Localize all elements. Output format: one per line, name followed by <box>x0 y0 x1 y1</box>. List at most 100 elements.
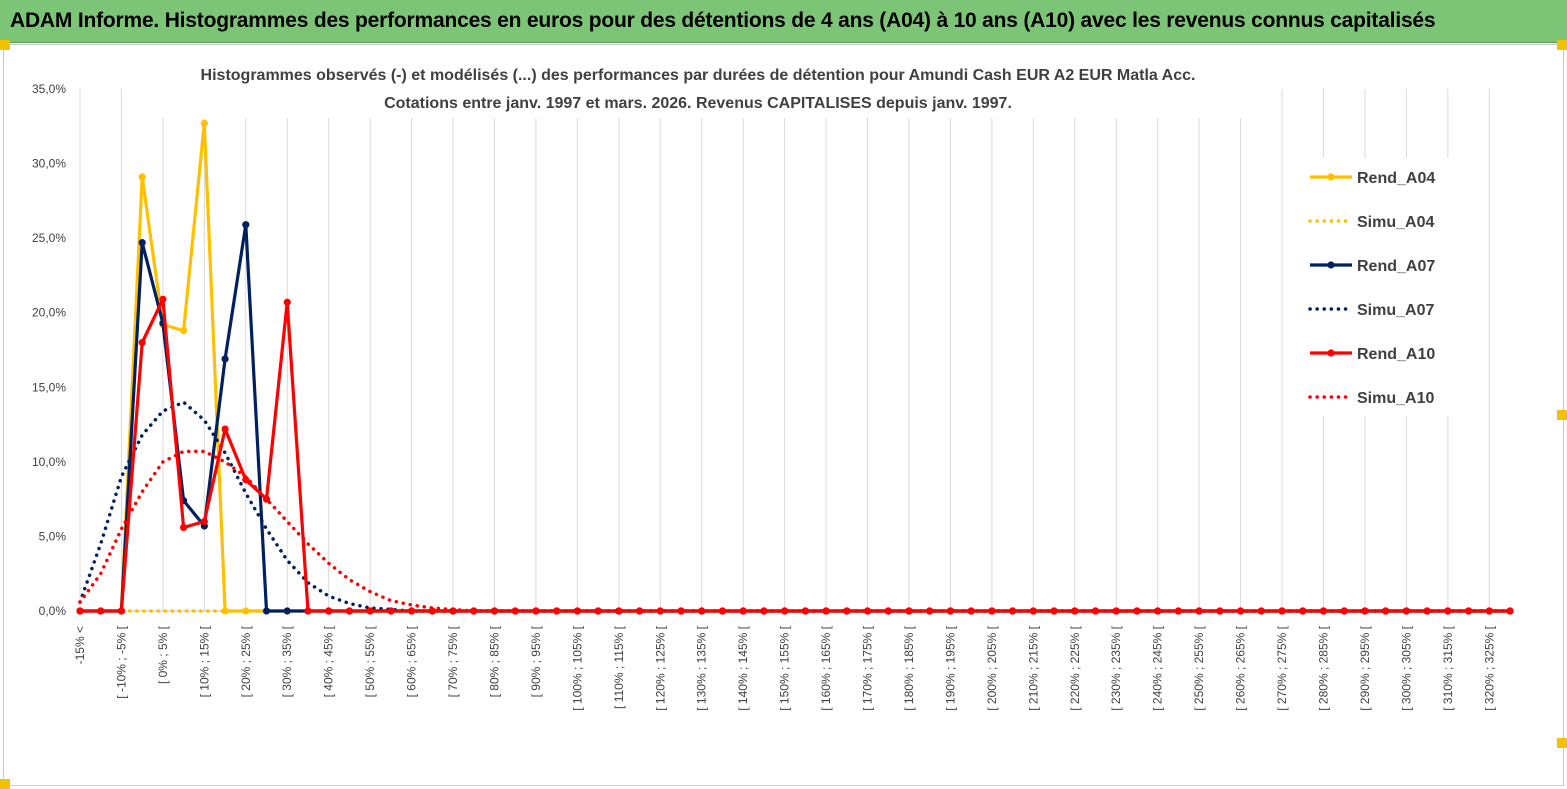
data-point <box>573 607 581 615</box>
data-point <box>283 607 291 615</box>
legend-label: Simu_A10 <box>1357 390 1434 407</box>
data-point <box>180 523 188 532</box>
legend-label: Rend_A07 <box>1357 258 1435 275</box>
legend: Rend_A04 Simu_A04 Rend_A07 Simu_A07 Rend_A10… <box>1292 158 1482 416</box>
y-tick-label: 30,0% <box>32 157 66 171</box>
x-tick-label: [ 290% ; 295% [ <box>1358 625 1372 710</box>
data-point <box>905 607 913 615</box>
legend-background <box>1292 158 1482 416</box>
data-point <box>180 327 188 335</box>
x-tick-label: [ 210% ; 215% [ <box>1026 625 1040 710</box>
data-point <box>325 607 333 615</box>
x-tick-label: [ 180% ; 185% [ <box>902 625 916 710</box>
x-tick-label: [ 250% ; 255% [ <box>1192 625 1206 710</box>
series-layer <box>76 119 1514 615</box>
legend-label: Rend_A04 <box>1357 170 1435 187</box>
resize-handle-top-left[interactable] <box>0 40 10 50</box>
legend-marker <box>1327 349 1335 357</box>
data-point <box>138 338 146 347</box>
data-point <box>242 476 250 484</box>
x-tick-label: [ 90% ; 95% [ <box>529 625 543 697</box>
data-point <box>138 173 146 181</box>
legend-label: Rend_A10 <box>1357 346 1435 363</box>
data-point <box>138 239 146 247</box>
y-tick-label: 5,0% <box>39 529 67 543</box>
x-tick-label: [ 240% ; 245% [ <box>1151 625 1165 710</box>
data-point <box>242 221 250 229</box>
x-tick-label: [ 110% ; 115% [ <box>612 625 626 709</box>
x-tick-label: [ 230% ; 235% [ <box>1109 625 1123 710</box>
data-point <box>76 607 84 615</box>
data-point <box>822 607 830 615</box>
data-point <box>1340 607 1348 615</box>
data-point <box>1506 607 1514 615</box>
y-tick-label: 35,0% <box>32 82 66 96</box>
data-point <box>863 607 872 615</box>
data-point <box>407 607 416 615</box>
data-point <box>1050 607 1058 615</box>
x-tick-label: [ 40% ; 45% [ <box>322 625 336 697</box>
data-point <box>1112 607 1120 615</box>
x-tick-label: [ 300% ; 305% [ <box>1399 625 1413 710</box>
x-tick-label: [ 270% ; 275% [ <box>1275 625 1289 710</box>
data-point <box>801 607 809 615</box>
resize-handle-bottom-left[interactable] <box>0 779 10 789</box>
data-point <box>387 607 395 615</box>
resize-handle-top-right[interactable] <box>1557 40 1567 50</box>
data-point <box>200 119 208 127</box>
y-tick-label: 0,0% <box>39 604 67 618</box>
data-point <box>262 607 271 615</box>
x-tick-label: [ 60% ; 65% [ <box>405 625 419 697</box>
x-tick-label: [ -10% ; -5% [ <box>114 625 128 698</box>
data-point <box>117 607 126 615</box>
series-line <box>78 449 1512 613</box>
data-point <box>221 607 229 615</box>
x-tick-label: [ 280% ; 285% [ <box>1316 625 1330 710</box>
data-point <box>283 298 291 306</box>
chart-title-line-2: Cotations entre janv. 1997 et mars. 2026… <box>384 95 1012 112</box>
data-point <box>656 607 664 615</box>
chart-title-background <box>152 58 1244 118</box>
x-tick-label: [ 80% ; 85% [ <box>487 625 501 697</box>
resize-handle-right[interactable] <box>1557 410 1567 420</box>
data-point <box>1361 607 1369 615</box>
y-axis: 0,0% 5,0% 10,0% 15,0% 20,0% 25,0% 30,0% 35,0% <box>32 82 66 618</box>
y-tick-label: 20,0% <box>32 306 66 320</box>
x-tick-label: [ 120% ; 125% [ <box>653 625 667 710</box>
x-tick-label: [ 190% ; 195% [ <box>943 625 957 710</box>
x-tick-label: [ 130% ; 135% [ <box>695 625 709 710</box>
x-axis: -15% < [ -10% ; -5% [[ 0% ; 5% [[ 10% ; 1… <box>73 610 1510 711</box>
x-tick-label: [ 160% ; 165% [ <box>819 625 833 710</box>
data-point <box>304 607 312 615</box>
x-tick-label: [ 310% ; 315% [ <box>1441 625 1455 710</box>
x-tick-label: [ 260% ; 265% [ <box>1234 625 1248 710</box>
data-point <box>1423 607 1431 615</box>
legend-label: Simu_A04 <box>1357 214 1434 231</box>
x-tick-label: [ 50% ; 55% [ <box>363 625 377 697</box>
data-point <box>594 607 602 615</box>
data-point <box>1402 607 1410 615</box>
grid-layer <box>79 89 1490 611</box>
x-tick-label: [ 20% ; 25% [ <box>239 625 253 697</box>
x-tick-label: [ 170% ; 175% [ <box>861 625 875 710</box>
data-point <box>97 607 105 615</box>
x-tick-label: [ 30% ; 35% [ <box>280 625 294 697</box>
resize-handle-bottom-right[interactable] <box>1557 738 1567 748</box>
data-point <box>615 607 623 615</box>
legend-label: Simu_A07 <box>1357 302 1434 319</box>
legend-marker <box>1327 173 1335 181</box>
report-banner: ADAM Informe. Histogrammes des performan… <box>0 0 1567 43</box>
data-point <box>1154 607 1162 615</box>
x-tick-label: [ 220% ; 225% [ <box>1068 625 1082 710</box>
data-point <box>221 355 229 363</box>
data-point <box>553 607 561 615</box>
data-point <box>366 607 374 615</box>
x-tick-label: [ 0% ; 5% [ <box>156 625 170 684</box>
data-point <box>635 607 644 615</box>
x-tick-label: [ 70% ; 75% [ <box>446 625 460 697</box>
data-point <box>159 295 167 303</box>
data-point <box>843 607 851 615</box>
x-tick-label: [ 200% ; 205% [ <box>985 625 999 710</box>
legend-marker <box>1327 261 1335 269</box>
